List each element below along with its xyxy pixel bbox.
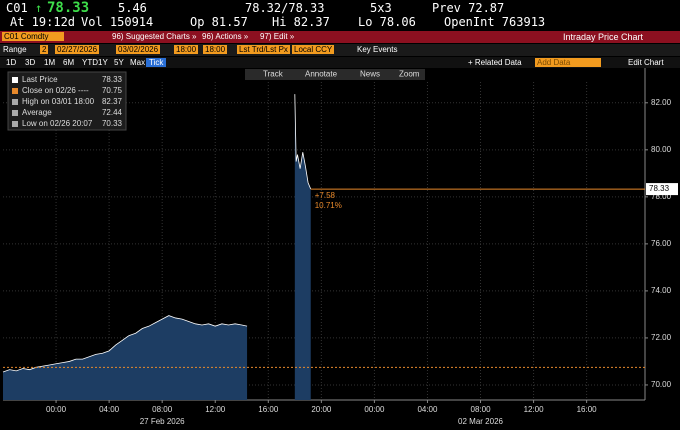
y-tick-label: 74.00 bbox=[651, 286, 672, 295]
open-interest: OpenInt 763913 bbox=[444, 15, 546, 29]
field[interactable]: Lst Trd/Lst Px bbox=[237, 45, 290, 54]
range-bar: Range 2 02/27/2026 03/02/2026 18:00 18:0… bbox=[0, 44, 680, 56]
x-tick-label: 12:00 bbox=[524, 405, 545, 414]
x-tick-label: 16:00 bbox=[577, 405, 598, 414]
change-label: +7.58 bbox=[315, 191, 336, 200]
toolbar: C01 Comdty 96) Suggested Charts » 96) Ac… bbox=[0, 31, 680, 43]
period-button[interactable]: 1M bbox=[44, 58, 56, 67]
legend-swatch bbox=[12, 99, 18, 105]
x-tick-label: 08:00 bbox=[471, 405, 492, 414]
price-line bbox=[2, 94, 312, 373]
last-price-box bbox=[646, 183, 678, 196]
time: At 19:12d bbox=[10, 15, 76, 29]
legend-value: 70.33 bbox=[102, 119, 123, 128]
end-time[interactable]: 18:00 bbox=[203, 45, 228, 54]
y-tick-label: 76.00 bbox=[651, 239, 672, 248]
high: Hi 82.37 bbox=[272, 15, 330, 29]
x-tick-label: 12:00 bbox=[205, 405, 226, 414]
x-tick-label: 00:00 bbox=[46, 405, 67, 414]
y-tick-label: 78.00 bbox=[651, 192, 672, 201]
ticker: C01 bbox=[6, 1, 28, 15]
open: Op 81.57 bbox=[190, 15, 248, 29]
currency[interactable]: Local CCY bbox=[292, 45, 335, 54]
security-input[interactable]: C01 Comdty bbox=[2, 32, 64, 41]
x-tick-label: 00:00 bbox=[364, 405, 385, 414]
legend-swatch bbox=[12, 77, 18, 83]
period-button[interactable]: 1D bbox=[6, 58, 17, 67]
legend-value: 70.75 bbox=[102, 86, 123, 95]
legend-swatch bbox=[12, 110, 18, 116]
add-data[interactable]: Add Data bbox=[535, 58, 601, 67]
zoom[interactable]: Zoom bbox=[399, 70, 420, 79]
period-button[interactable]: YTD bbox=[82, 58, 98, 67]
y-tick-label: 80.00 bbox=[651, 145, 672, 154]
start-date[interactable]: 02/27/2026 bbox=[55, 45, 100, 54]
legend-label: Low on 02/26 20:07 bbox=[22, 119, 93, 128]
x-tick-label: 04:00 bbox=[417, 405, 438, 414]
date-label: 27 Feb 2026 bbox=[140, 417, 185, 426]
legend-label: High on 03/01 18:00 bbox=[22, 97, 95, 106]
legend-label: Last Price bbox=[22, 75, 58, 84]
period-button[interactable]: 5Y bbox=[114, 58, 124, 67]
chart: Track Annotate News Zoom 70.00 72.00 74.00… bbox=[0, 68, 680, 430]
actions-button[interactable]: 96) Actions » bbox=[202, 32, 249, 41]
chart-title[interactable]: Intraday Price Chart bbox=[563, 32, 644, 42]
legend-label: Average bbox=[22, 108, 52, 117]
period-button[interactable]: Max bbox=[130, 58, 146, 67]
change: 5.46 bbox=[118, 1, 147, 15]
x-tick-label: 20:00 bbox=[311, 405, 332, 414]
period-button[interactable]: 1Y bbox=[98, 58, 108, 67]
last: 78.33 bbox=[47, 0, 90, 16]
period-button[interactable]: 6M bbox=[63, 58, 75, 67]
tool-strip bbox=[245, 69, 425, 80]
low: Lo 78.06 bbox=[358, 15, 416, 29]
volume: Vol 150914 bbox=[81, 15, 154, 29]
x-tick-label: 04:00 bbox=[99, 405, 120, 414]
pct-label: 10.71% bbox=[315, 201, 342, 210]
key-events[interactable]: Key Events bbox=[357, 45, 398, 54]
x-tick-label: 16:00 bbox=[258, 405, 279, 414]
y-tick-label: 72.00 bbox=[651, 333, 672, 342]
end-date[interactable]: 03/02/2026 bbox=[116, 45, 161, 54]
legend-value: 78.33 bbox=[102, 75, 123, 84]
start-time[interactable]: 18:00 bbox=[174, 45, 199, 54]
x-tick-label: 08:00 bbox=[152, 405, 173, 414]
range-label: Range bbox=[3, 45, 27, 54]
bid-ask: 78.32/78.33 bbox=[245, 1, 325, 15]
period-button[interactable]: Tick bbox=[146, 58, 167, 67]
legend-value: 82.37 bbox=[102, 97, 123, 106]
track[interactable]: Track bbox=[263, 70, 284, 79]
news[interactable]: News bbox=[360, 70, 380, 79]
period-button[interactable]: 3D bbox=[25, 58, 36, 67]
prev: Prev 72.87 bbox=[432, 1, 505, 15]
y-tick-label: 70.00 bbox=[651, 380, 672, 389]
suggested-button[interactable]: 96) Suggested Charts » bbox=[112, 32, 197, 41]
legend-swatch bbox=[12, 121, 18, 127]
legend-box bbox=[7, 71, 127, 131]
period-bar: + Related Data Add Data Edit Chart 1D 3D 1… bbox=[0, 57, 680, 68]
y-tick-label: 82.00 bbox=[651, 98, 672, 107]
size: 5x3 bbox=[370, 1, 392, 15]
edit-chart[interactable]: Edit Chart bbox=[628, 58, 664, 67]
date-label: 02 Mar 2026 bbox=[458, 417, 503, 426]
legend-value: 72.44 bbox=[102, 108, 123, 117]
price-area bbox=[3, 94, 311, 400]
annotate[interactable]: Annotate bbox=[305, 70, 338, 79]
related-data[interactable]: + Related Data bbox=[468, 58, 522, 67]
legend-label: Close on 02/26 ---- bbox=[22, 86, 89, 95]
legend-swatch bbox=[12, 88, 18, 94]
edit-button[interactable]: 97) Edit » bbox=[260, 32, 295, 41]
last-price-label: 78.33 bbox=[649, 184, 670, 193]
range-period[interactable]: 2 bbox=[40, 45, 49, 54]
arrow: ↑ bbox=[35, 1, 43, 15]
